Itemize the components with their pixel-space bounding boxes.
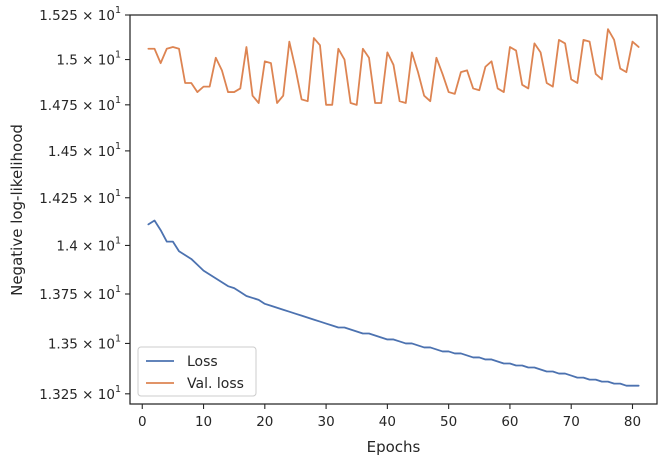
- y-tick-label: 1.5 × 101: [56, 50, 121, 69]
- y-tick-label: 1.4 × 101: [56, 235, 121, 254]
- y-axis-label: Negative log-likelihood: [8, 124, 26, 296]
- legend: Loss Val. loss: [137, 346, 257, 397]
- x-tick-label: 20: [256, 414, 273, 430]
- y-tick-label: 1.525 × 101: [39, 5, 121, 24]
- plot-frame: [129, 14, 658, 405]
- series-layer: [147, 28, 640, 387]
- legend-label-val-loss: Val. loss: [187, 376, 244, 392]
- x-tick-label: 0: [138, 414, 147, 430]
- y-tick-label: 1.45 × 101: [48, 141, 121, 160]
- x-tick-label: 10: [195, 414, 212, 430]
- x-tick-label: 30: [317, 414, 334, 430]
- series-line-val-loss: [147, 28, 640, 106]
- series-line-loss: [147, 219, 640, 387]
- x-tick-label: 50: [440, 414, 457, 430]
- x-tick-label: 40: [379, 414, 396, 430]
- legend-label-loss: Loss: [187, 354, 218, 370]
- x-tick-label: 60: [501, 414, 518, 430]
- y-tick-label: 1.425 × 101: [39, 188, 121, 207]
- y-tick-label: 1.375 × 101: [39, 284, 121, 303]
- x-axis-label: Epochs: [367, 438, 421, 456]
- y-tick-label: 1.475 × 101: [39, 95, 121, 114]
- x-axis-ticks: 0 10 20 30 40 50 60 70 80: [138, 404, 641, 430]
- y-tick-label: 1.325 × 101: [39, 384, 121, 403]
- y-tick-label: 1.35 × 101: [48, 333, 121, 352]
- x-tick-label: 80: [624, 414, 641, 430]
- x-tick-label: 70: [563, 414, 580, 430]
- y-axis-ticks: 1.325 × 101 1.35 × 101 1.375 × 101 1.4 × 10…: [39, 5, 130, 403]
